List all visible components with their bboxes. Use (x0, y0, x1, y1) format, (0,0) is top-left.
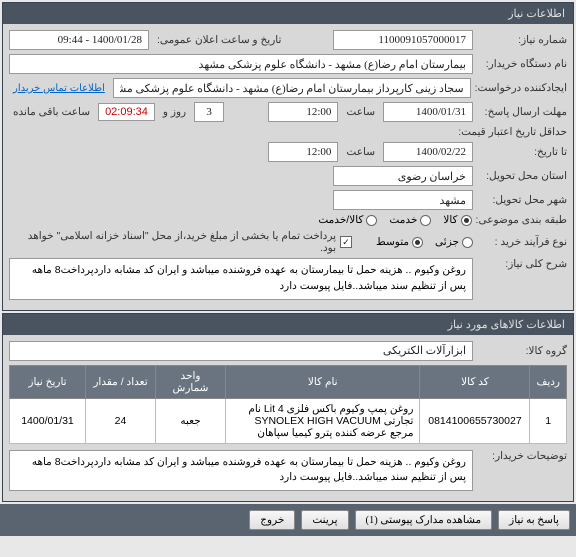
purchase-type-group: جزئی متوسط (376, 236, 473, 248)
buyer-org-field (9, 54, 473, 74)
city-label: شهر محل تحویل: (477, 194, 567, 206)
goods-body: گروه کالا: ردیف کد کالا نام کالا واحد شم… (3, 335, 573, 502)
treasury-checkbox[interactable] (340, 236, 352, 248)
need-info-body: شماره نیاز: تاریخ و ساعت اعلان عمومی: نا… (3, 24, 573, 310)
exit-button[interactable]: خروج (249, 510, 295, 530)
cell-n: 1 (530, 398, 567, 443)
need-info-header: اطلاعات نیاز (3, 3, 573, 24)
days-label: روز و (159, 106, 190, 118)
creator-field (113, 78, 471, 98)
cell-date: 1400/01/31 (10, 398, 86, 443)
attachments-button[interactable]: مشاهده مدارک پیوستی (1) (355, 510, 493, 530)
desc-label: شرح کلی نیاز: (477, 258, 567, 270)
deadline-date-field (383, 102, 473, 122)
purchase-type-label: نوع فرآیند خرید : (477, 236, 567, 248)
validity-date-field (383, 142, 473, 162)
category-radio-group: کالا خدمت کالا/خدمت (318, 214, 471, 226)
group-label: گروه کالا: (477, 345, 567, 357)
group-field (9, 341, 473, 361)
province-field (333, 166, 473, 186)
cell-code: 0814100655730027 (420, 398, 530, 443)
radio-dot-med (412, 237, 423, 248)
cell-unit: جعبه (156, 398, 226, 443)
radio-service[interactable]: خدمت (389, 214, 431, 226)
validity-until-label: تا تاریخ: (477, 146, 567, 158)
announce-field (9, 30, 149, 50)
deadline-time-field (268, 102, 338, 122)
city-field (333, 190, 473, 210)
footer-bar: پاسخ به نیاز مشاهده مدارک پیوستی (1) پری… (0, 504, 576, 536)
countdown-timer: 02:09:34 (98, 103, 155, 121)
days-field (194, 102, 224, 122)
col-qty: تعداد / مقدار (86, 365, 156, 398)
validity-time-field (268, 142, 338, 162)
goods-header: اطلاعات کالاهای مورد نیاز (3, 314, 573, 335)
col-date: تاریخ نیاز (10, 365, 86, 398)
need-number-label: شماره نیاز: (477, 34, 567, 46)
col-name: نام کالا (226, 365, 420, 398)
radio-goods-service[interactable]: کالا/خدمت (318, 214, 377, 226)
radio-dot-service (420, 215, 431, 226)
goods-panel: اطلاعات کالاهای مورد نیاز گروه کالا: ردی… (2, 313, 574, 503)
table-row[interactable]: 1 0814100655730027 روغن پمپ وکیوم باکس ف… (10, 398, 567, 443)
validity-label: حداقل تاریخ اعتبار قیمت: (458, 126, 567, 138)
radio-small[interactable]: جزئی (435, 236, 473, 248)
desc-box: روغن وکیوم .. هزینه حمل تا بیمارستان به … (9, 258, 473, 300)
time-label-2: ساعت (342, 146, 379, 158)
buyer-org-label: نام دستگاه خریدار: (477, 58, 567, 70)
remaining-label: ساعت باقی مانده (9, 106, 94, 118)
answer-button[interactable]: پاسخ به نیاز (498, 510, 570, 530)
goods-table: ردیف کد کالا نام کالا واحد شمارش تعداد /… (9, 365, 567, 444)
contact-link[interactable]: اطلاعات تماس خریدار (9, 83, 109, 94)
buyer-notes-box: روغن وکیوم .. هزینه حمل تا بیمارستان به … (9, 450, 473, 492)
need-number-field (333, 30, 473, 50)
table-header-row: ردیف کد کالا نام کالا واحد شمارش تعداد /… (10, 365, 567, 398)
need-info-panel: اطلاعات نیاز شماره نیاز: تاریخ و ساعت اع… (2, 2, 574, 311)
radio-dot-gs (366, 215, 377, 226)
buyer-notes-label: توضیحات خریدار: (477, 450, 567, 462)
radio-goods[interactable]: کالا (443, 214, 471, 226)
cell-qty: 24 (86, 398, 156, 443)
category-label: طبقه بندی موضوعی: (476, 214, 567, 226)
col-unit: واحد شمارش (156, 365, 226, 398)
time-label-1: ساعت (342, 106, 379, 118)
print-button[interactable]: پرینت (301, 510, 348, 530)
creator-label: ایجادکننده درخواست: (475, 82, 567, 94)
col-row: ردیف (530, 365, 567, 398)
payment-note: پرداخت تمام یا بخشی از مبلغ خرید،از محل … (9, 230, 336, 254)
deadline-label: مهلت ارسال پاسخ: (477, 106, 567, 118)
radio-dot-small (462, 237, 473, 248)
radio-medium[interactable]: متوسط (376, 236, 423, 248)
col-code: کد کالا (420, 365, 530, 398)
radio-dot-goods (461, 215, 472, 226)
cell-name: روغن پمپ وکیوم باکس فلزی 4 Lit نام تجارت… (226, 398, 420, 443)
province-label: استان محل تحویل: (477, 170, 567, 182)
announce-label: تاریخ و ساعت اعلان عمومی: (153, 34, 285, 46)
